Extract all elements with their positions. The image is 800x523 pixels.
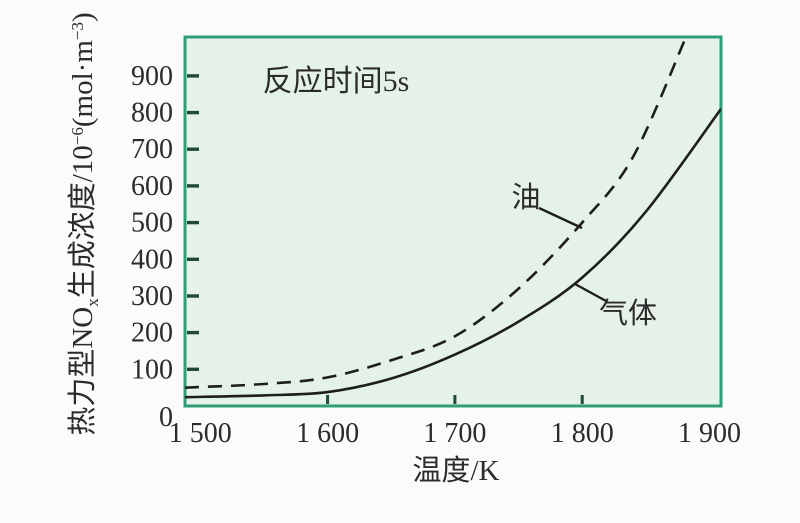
x-axis-tick-labels: 1 500 1 600 1 700 1 800 1 900: [169, 418, 741, 449]
y-tick-label: 100: [131, 354, 173, 385]
x-tick-label: 1 900: [678, 418, 741, 449]
y-tick-label: 0: [159, 402, 173, 433]
y-tick-label: 700: [131, 134, 173, 165]
oil-series-label: 油: [511, 181, 540, 214]
reaction-time-annotation: 反应时间5s: [263, 65, 410, 98]
gas-series-label: 气体: [599, 297, 657, 330]
y-axis-tick-labels: 0 100 200 300 400 500 600 700 800 900: [131, 61, 173, 433]
gas-curve: [185, 108, 721, 399]
y-axis-title: 热力型NOx生成浓度/10−6(mol·m−3): [66, 12, 102, 435]
y-tick-label: 800: [131, 98, 173, 129]
oil-curve: [185, 37, 688, 389]
y-tick-label: 500: [131, 208, 173, 239]
y-axis-ticks: [187, 74, 199, 371]
y-tick-label: 900: [131, 61, 173, 92]
x-tick-label: 1 800: [551, 418, 614, 449]
y-tick-label: 200: [131, 318, 173, 349]
x-axis-title: 温度/K: [412, 454, 499, 487]
y-tick-label: 400: [131, 244, 173, 275]
oil-callout-line: [538, 206, 583, 230]
y-tick-label: 300: [131, 281, 173, 312]
plot-area: [183, 35, 723, 408]
x-tick-label: 1 700: [423, 418, 486, 449]
gas-callout-line: [574, 282, 607, 303]
y-tick-label: 600: [131, 171, 173, 202]
x-tick-label: 1 600: [296, 418, 359, 449]
x-tick-label: 1 500: [169, 418, 232, 449]
x-axis-ticks: [326, 395, 584, 404]
